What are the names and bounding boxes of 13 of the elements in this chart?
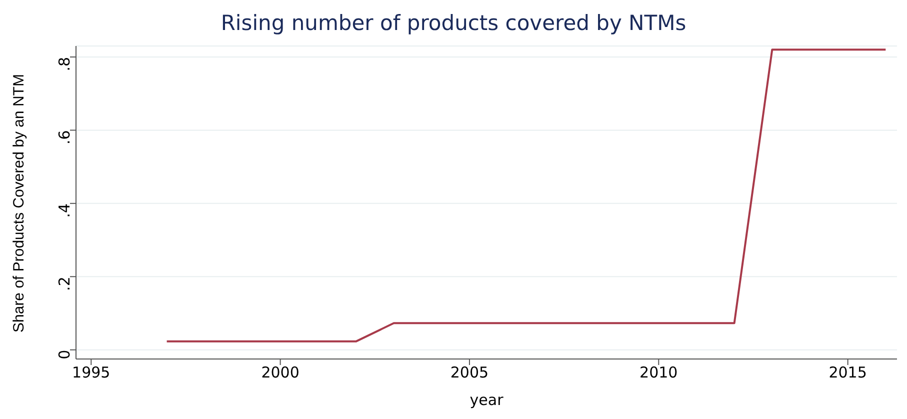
y-tick-label: .8 xyxy=(55,56,74,72)
x-tick-label: 2005 xyxy=(450,364,489,382)
y-axis-title: Share of Products Covered by an NTM xyxy=(10,74,28,332)
y-tick-label: .2 xyxy=(55,276,74,291)
y-tick-label: .6 xyxy=(55,130,74,145)
y-tick-label: 0 xyxy=(55,350,74,360)
x-tick-label: 2000 xyxy=(261,364,300,382)
chart-title: Rising number of products covered by NTMs xyxy=(220,10,688,37)
y-tick-label: .4 xyxy=(55,203,74,218)
x-tick-label: 2010 xyxy=(640,364,678,382)
x-tick-label: 2015 xyxy=(828,364,867,382)
x-axis-title: year xyxy=(470,391,504,409)
x-tick-label: 1995 xyxy=(72,364,110,382)
